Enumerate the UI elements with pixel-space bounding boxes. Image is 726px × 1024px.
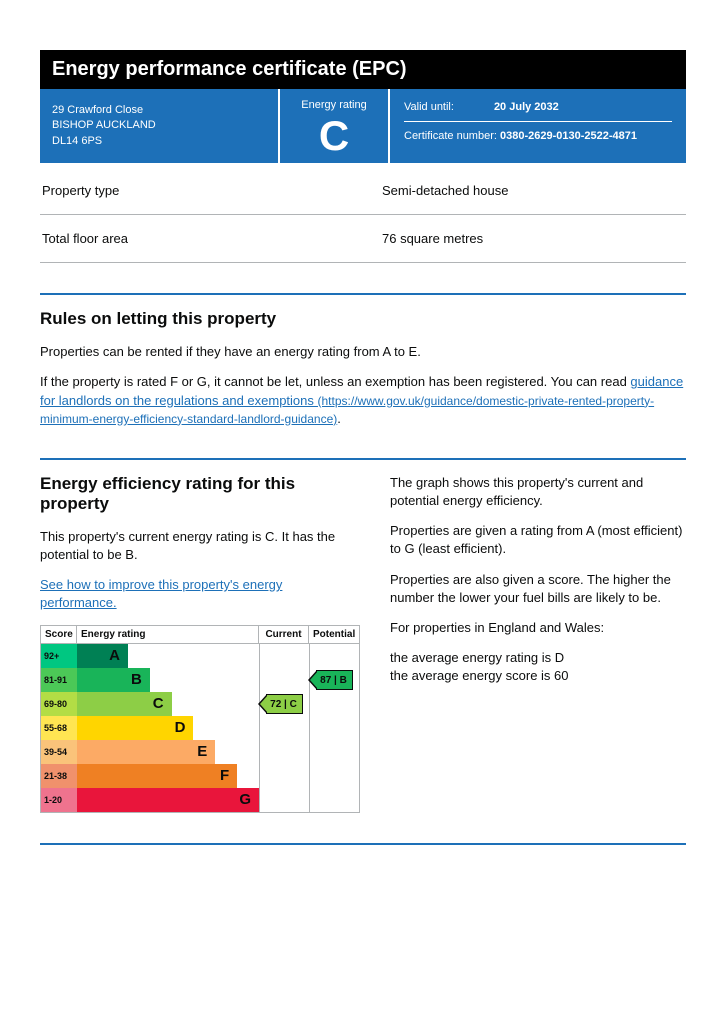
chart-band-bar: F xyxy=(77,764,237,788)
certificate-number-value: 0380-2629-0130-2522-4871 xyxy=(500,130,637,142)
chart-score-range: 69-80 xyxy=(41,692,77,716)
right-p2: Properties are given a rating from A (mo… xyxy=(390,522,686,558)
energy-rating-letter: C xyxy=(280,115,388,157)
property-detail-value: 76 square metres xyxy=(382,231,684,246)
chart-band-bar: E xyxy=(77,740,215,764)
potential-rating-badge: 87 | B xyxy=(316,670,353,690)
chart-head-score: Score xyxy=(41,626,77,643)
chart-current-cell xyxy=(259,644,309,668)
chart-current-cell xyxy=(259,668,309,692)
chart-potential-cell xyxy=(309,764,359,788)
avg-rating: the average energy rating is D xyxy=(390,650,564,665)
right-p3: Properties are also given a score. The h… xyxy=(390,571,686,607)
address-block: 29 Crawford Close BISHOP AUCKLAND DL14 6… xyxy=(40,89,280,163)
chart-head-potential: Potential xyxy=(309,626,359,643)
chart-score-range: 39-54 xyxy=(41,740,77,764)
right-p5: the average energy rating is D the avera… xyxy=(390,649,686,685)
chart-head-current: Current xyxy=(259,626,309,643)
rules-p2-pre: If the property is rated F or G, it cann… xyxy=(40,374,630,389)
rules-p2-post: . xyxy=(337,411,341,426)
property-detail-row: Property typeSemi-detached house xyxy=(40,167,686,215)
certificate-number-label: Certificate number: xyxy=(404,130,497,142)
chart-band-row: 69-80C 72 | C xyxy=(41,692,359,716)
current-rating-badge: 72 | C xyxy=(266,694,303,714)
chart-potential-cell xyxy=(309,716,359,740)
property-detail-value: Semi-detached house xyxy=(382,183,684,198)
chart-current-cell xyxy=(259,764,309,788)
efficiency-heading: Energy efficiency rating for this proper… xyxy=(40,474,360,514)
chart-band-row: 92+A xyxy=(41,644,359,668)
chart-head-rating: Energy rating xyxy=(77,626,259,643)
chart-band-row: 81-91B 87 | B xyxy=(41,668,359,692)
rules-p1: Properties can be rented if they have an… xyxy=(40,343,686,361)
rules-p2: If the property is rated F or G, it cann… xyxy=(40,373,686,428)
chart-score-range: 55-68 xyxy=(41,716,77,740)
chart-bar-cell: F xyxy=(77,764,259,788)
chart-band-bar: B xyxy=(77,668,150,692)
property-details: Property typeSemi-detached houseTotal fl… xyxy=(40,167,686,263)
chart-potential-cell xyxy=(309,692,359,716)
section-divider xyxy=(40,843,686,845)
chart-band-bar: C xyxy=(77,692,172,716)
chart-potential-cell: 87 | B xyxy=(309,668,359,692)
chart-bar-cell: D xyxy=(77,716,259,740)
chart-band-row: 1-20G xyxy=(41,788,359,812)
chart-score-range: 81-91 xyxy=(41,668,77,692)
chart-bar-cell: E xyxy=(77,740,259,764)
epc-header: 29 Crawford Close BISHOP AUCKLAND DL14 6… xyxy=(40,89,686,163)
chart-bar-cell: A xyxy=(77,644,259,668)
chart-current-cell xyxy=(259,716,309,740)
address-line1: 29 Crawford Close xyxy=(52,103,266,118)
chart-score-range: 92+ xyxy=(41,644,77,668)
chart-bar-cell: G xyxy=(77,788,259,812)
chart-bar-cell: B xyxy=(77,668,259,692)
chart-potential-cell xyxy=(309,644,359,668)
section-divider xyxy=(40,458,686,460)
chart-band-bar: A xyxy=(77,644,128,668)
chart-potential-cell xyxy=(309,740,359,764)
chart-current-cell xyxy=(259,788,309,812)
chart-current-cell: 72 | C xyxy=(259,692,309,716)
chart-header: Score Energy rating Current Potential xyxy=(41,626,359,644)
avg-score: the average energy score is 60 xyxy=(390,668,569,683)
chart-potential-cell xyxy=(309,788,359,812)
chart-band-bar: G xyxy=(77,788,259,812)
right-p1: The graph shows this property's current … xyxy=(390,474,686,510)
address-line2: BISHOP AUCKLAND xyxy=(52,118,266,133)
energy-rating-chart: Score Energy rating Current Potential 92… xyxy=(40,625,360,813)
right-p4: For properties in England and Wales: xyxy=(390,619,686,637)
valid-until-label: Valid until: xyxy=(404,101,454,113)
chart-band-row: 39-54E xyxy=(41,740,359,764)
property-detail-key: Property type xyxy=(42,183,382,198)
chart-band-row: 55-68D xyxy=(41,716,359,740)
chart-band-bar: D xyxy=(77,716,193,740)
property-detail-row: Total floor area76 square metres xyxy=(40,215,686,263)
section-divider xyxy=(40,293,686,295)
energy-rating-label: Energy rating xyxy=(280,99,388,111)
chart-band-row: 21-38F xyxy=(41,764,359,788)
valid-until-value: 20 July 2032 xyxy=(494,101,559,113)
energy-rating-box: Energy rating C xyxy=(280,89,390,163)
chart-score-range: 21-38 xyxy=(41,764,77,788)
efficiency-summary: This property's current energy rating is… xyxy=(40,528,360,564)
improve-performance-link[interactable]: See how to improve this property's energ… xyxy=(40,577,282,610)
certificate-meta: Valid until: 20 July 2032 Certificate nu… xyxy=(390,89,686,163)
rules-heading: Rules on letting this property xyxy=(40,309,686,329)
page-title: Energy performance certificate (EPC) xyxy=(40,50,686,89)
property-detail-key: Total floor area xyxy=(42,231,382,246)
chart-current-cell xyxy=(259,740,309,764)
address-postcode: DL14 6PS xyxy=(52,134,266,149)
chart-score-range: 1-20 xyxy=(41,788,77,812)
chart-bar-cell: C xyxy=(77,692,259,716)
